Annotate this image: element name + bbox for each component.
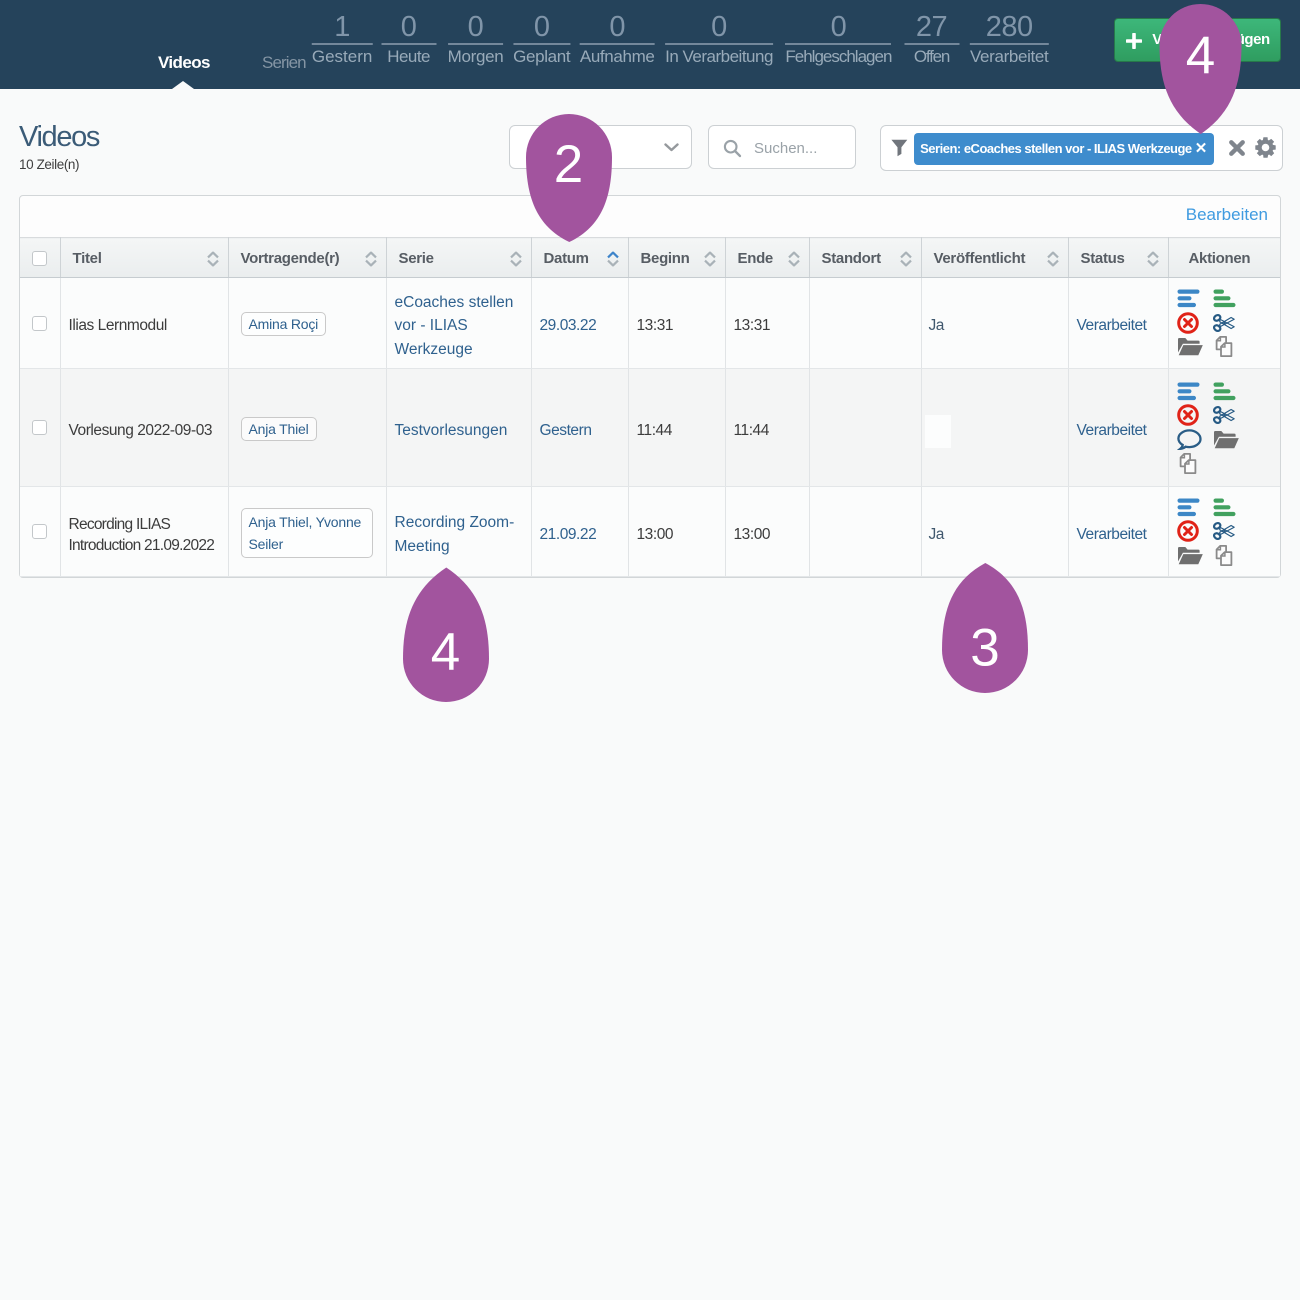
svg-text:4: 4 (1186, 27, 1215, 86)
svg-text:4: 4 (431, 623, 460, 682)
svg-text:2: 2 (554, 135, 583, 194)
svg-text:3: 3 (970, 619, 999, 678)
